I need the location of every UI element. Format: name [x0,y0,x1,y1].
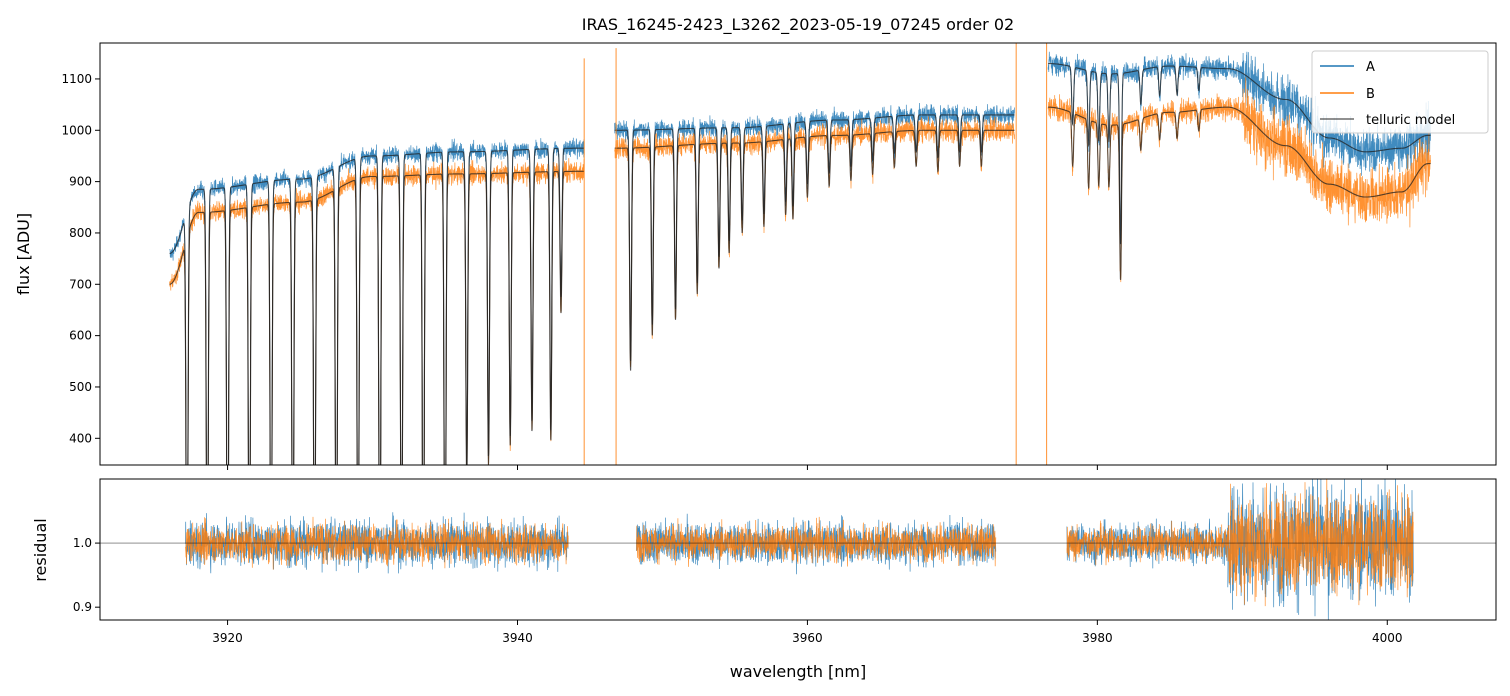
bottom-x-axis: 3920 3940 3960 3980 4000 [212,620,1403,645]
chart-title: IRAS_16245-2423_L3262_2023-05-19_07245 o… [582,15,1014,35]
telluric-model-b-segment-0 [169,170,585,465]
legend: A B telluric model [1311,50,1489,134]
bottom-y-tick-label: 1.0 [73,536,92,550]
bottom-x-tick-label: 3940 [502,631,533,645]
legend-label-model: telluric model [1366,113,1455,128]
legend-label-b: B [1366,87,1375,102]
telluric-model-a-segment-0 [169,147,585,465]
top-y-tick-label: 1000 [61,123,92,137]
series-b-segment-1 [614,116,1015,368]
top-y-tick-label: 700 [69,277,92,291]
telluric-model-b-segment-1 [614,129,1015,371]
bottom-x-tick-label: 3960 [792,631,823,645]
top-y-axis: 400 500 600 700 800 900 1000 1100 [61,72,100,445]
bottom-x-tick-label: 4000 [1372,631,1403,645]
legend-box [1311,50,1489,134]
bottom-series-group [100,479,1496,620]
bottom-panel: 0.9 1.0 3920 3940 3960 3980 4000 residual wav… [31,478,1497,681]
bottom-x-tick-label: 3920 [212,631,243,645]
top-y-tick-label: 900 [69,175,92,189]
bottom-x-tick-label: 3980 [1082,631,1113,645]
legend-label-a: A [1366,60,1375,75]
telluric-model-a-segment-1 [614,114,1015,361]
top-panel: 400 500 600 700 800 900 1000 1100 flux [ADU] [14,42,1497,470]
telluric-model-b-segment-2 [1048,106,1431,281]
top-y-tick-label: 400 [69,431,92,445]
top-y-tick-label: 500 [69,380,92,394]
bottom-panel-frame [99,478,1497,621]
series-b-segment-0 [169,158,585,465]
residual-b-segment-2 [1066,520,1229,566]
bottom-y-axis: 0.9 1.0 [73,536,100,614]
residual-b-segment-3 [1227,479,1414,607]
top-series-group [169,43,1431,465]
series-a-segment-2 [1047,51,1431,244]
residual-b-segment-1 [636,516,997,567]
top-y-axis-label: flux [ADU] [14,213,33,295]
top-y-tick-label: 600 [69,329,92,343]
top-y-tick-label: 800 [69,226,92,240]
bottom-y-tick-label: 0.9 [73,600,92,614]
telluric-model-a-segment-2 [1048,62,1431,245]
residual-b-segment-0 [185,516,569,570]
x-axis-label: wavelength [nm] [730,662,867,681]
top-panel-frame [99,42,1497,466]
top-x-axis [227,465,1388,470]
series-b-segment-2 [1047,77,1431,283]
bottom-y-axis-label: residual [31,518,50,581]
series-a-segment-1 [614,102,1015,359]
top-y-tick-label: 1100 [61,72,92,86]
